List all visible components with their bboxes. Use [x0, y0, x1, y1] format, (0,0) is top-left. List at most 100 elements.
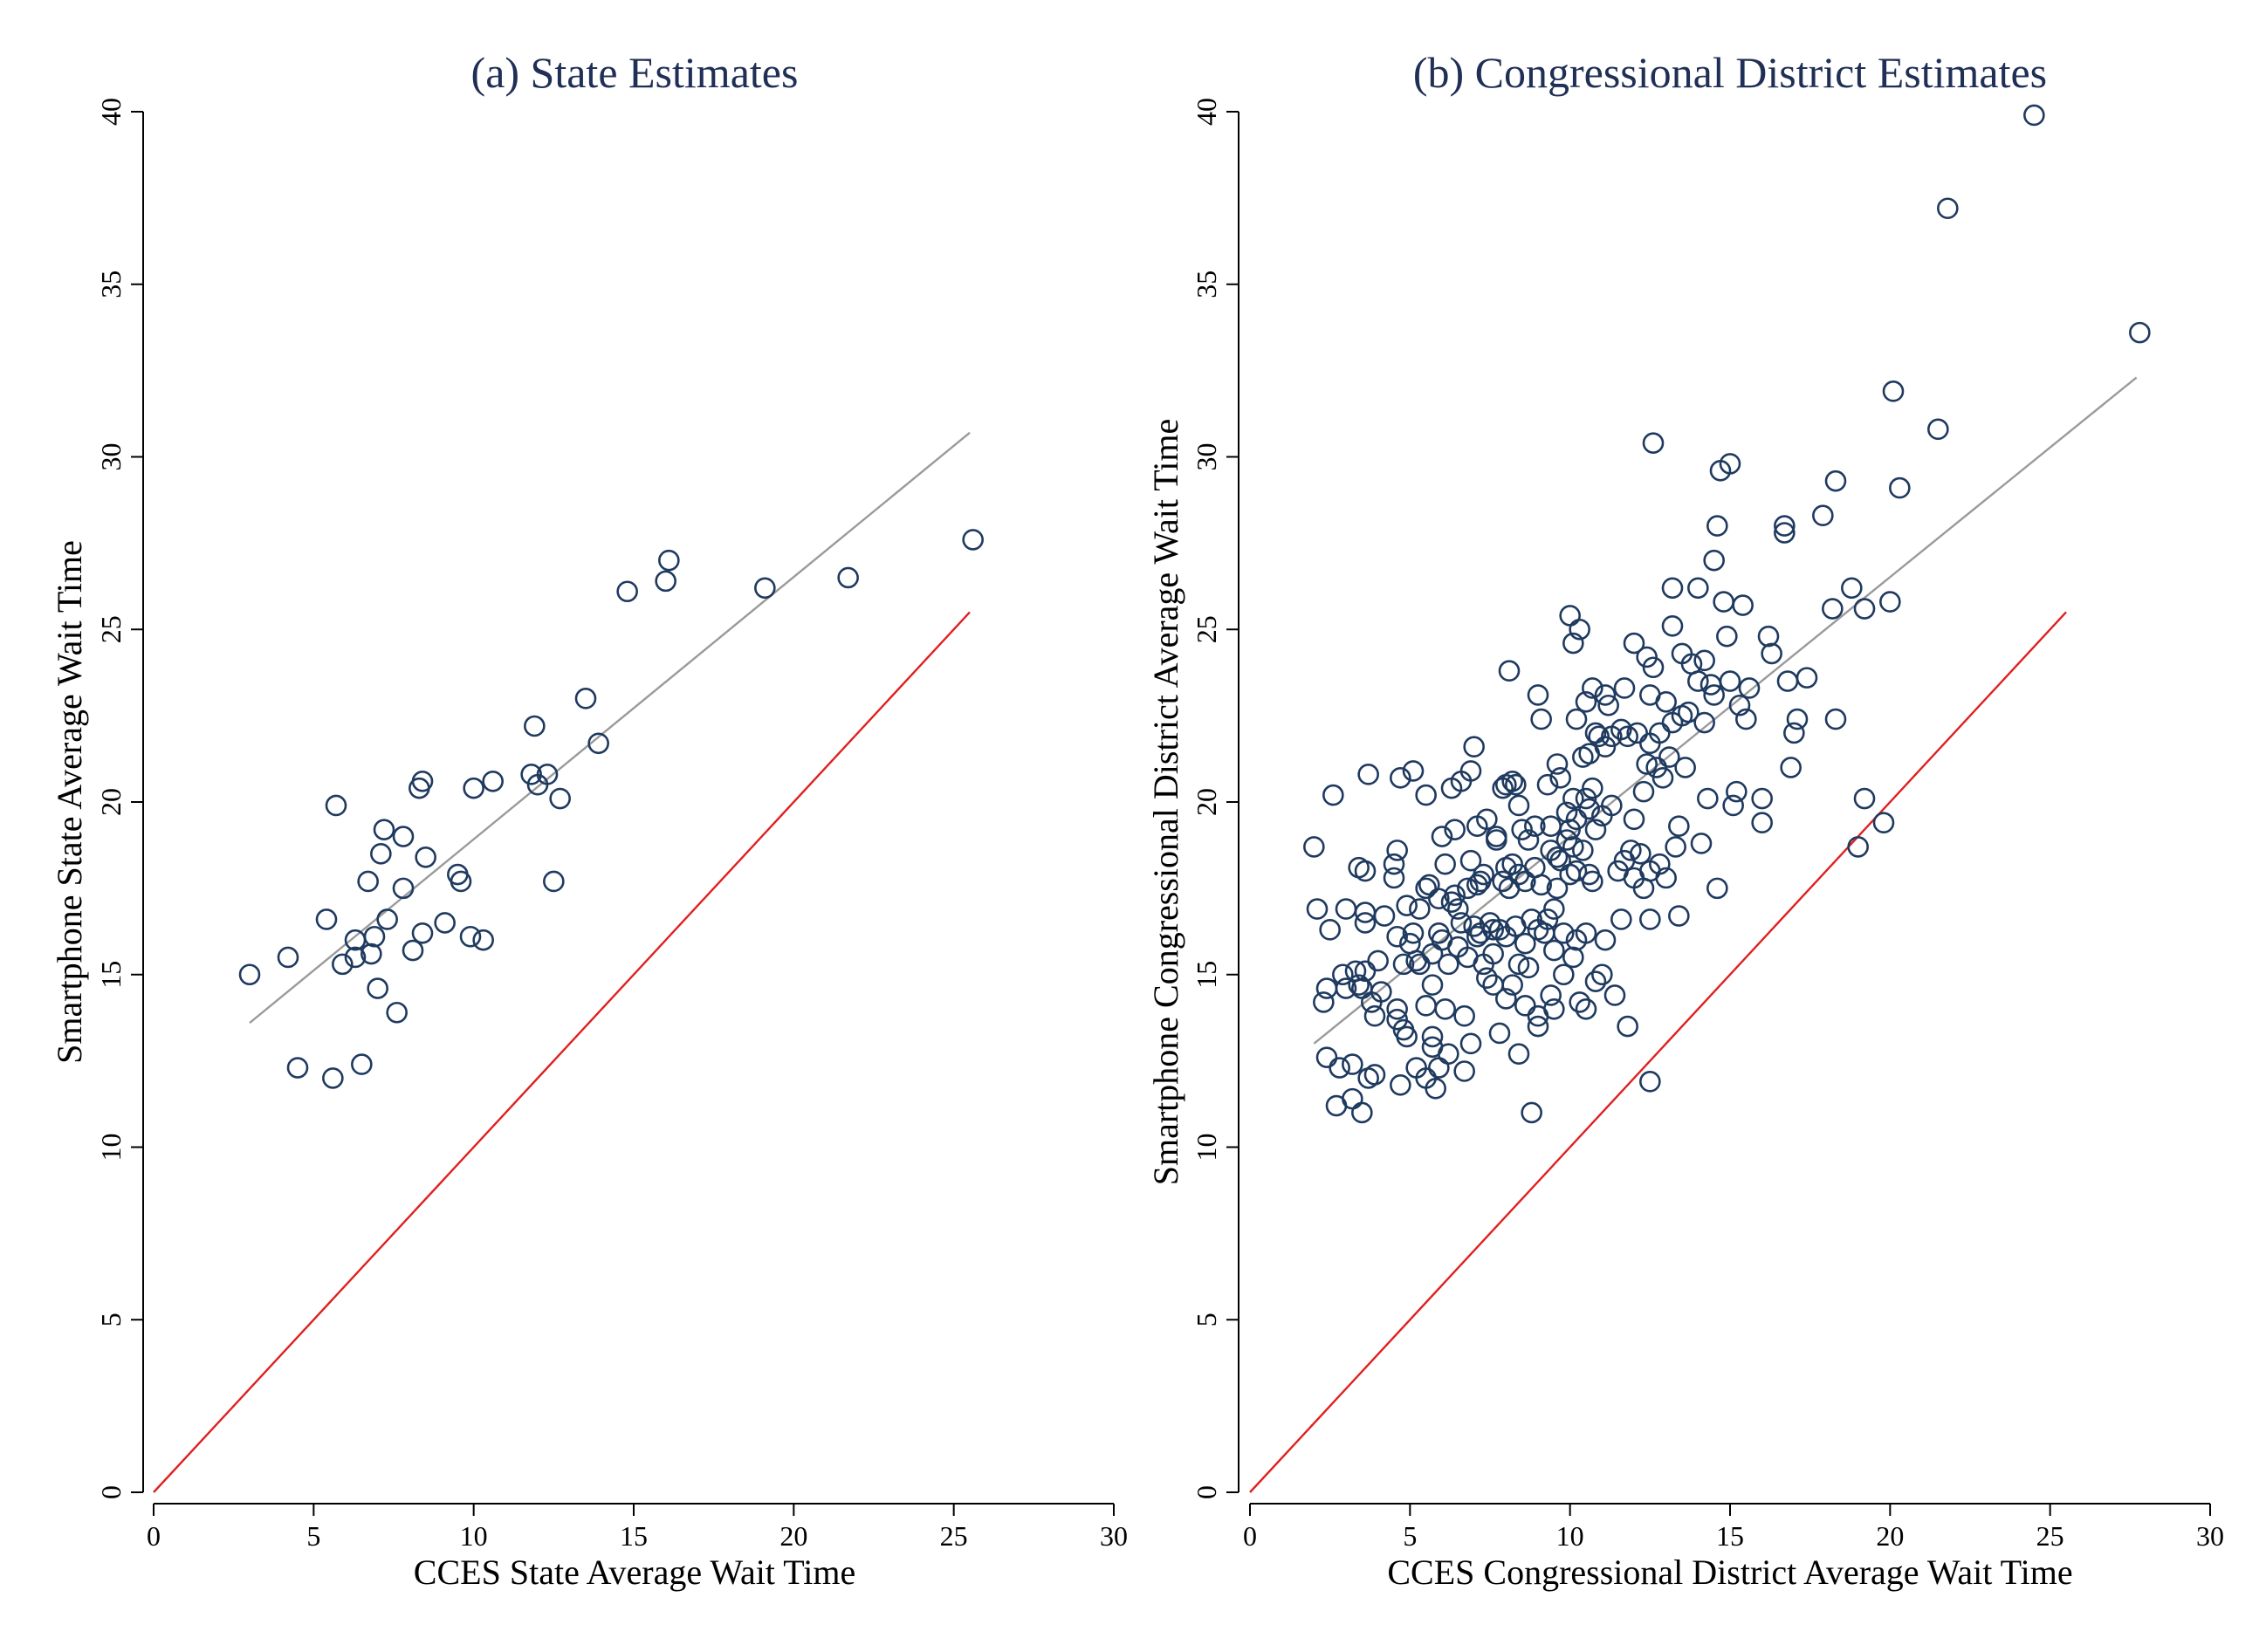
panel-b-data-point	[1335, 977, 1357, 999]
panel-a-data-point	[472, 929, 494, 951]
panel-a-y-tick-label: 10	[95, 1134, 127, 1162]
panel-b-data-point	[1517, 829, 1540, 851]
panel-b-y-tick-label: 40	[1191, 98, 1222, 126]
panel-a-reference-line	[153, 611, 971, 1493]
panel-b-data-point	[1651, 767, 1674, 789]
panel-b-data-point	[1396, 895, 1418, 916]
panel-b-data-point	[1363, 1064, 1386, 1086]
panel-a-y-tick-label: 0	[95, 1485, 127, 1499]
panel-b-data-point	[1409, 953, 1431, 976]
panel-b-data-point	[1824, 708, 1847, 730]
panel-b-data-point	[1613, 677, 1636, 699]
panel-b-data-point	[1444, 884, 1466, 907]
panel-b-data-point	[1872, 812, 1895, 834]
panel-b-data-point	[1661, 614, 1684, 637]
panel-b-data-point	[1348, 974, 1370, 996]
panel-b-data-point	[1693, 649, 1715, 672]
panel-b-data-point	[1476, 808, 1498, 831]
panel-b-data-point	[1342, 1087, 1363, 1110]
panel-b-data-point	[1617, 725, 1638, 748]
panel-b-data-point	[1354, 912, 1377, 934]
panel-b-data-point	[1575, 691, 1597, 713]
panel-a-data-point	[754, 577, 776, 600]
panel-b-data-point	[1322, 784, 1344, 806]
panel-b-y-tick-label: 25	[1191, 615, 1222, 643]
panel-b-data-point	[1594, 736, 1617, 758]
panel-a-data-point	[655, 570, 676, 593]
panel-b-data-point	[1463, 736, 1485, 758]
panel-a-data-point	[238, 963, 261, 986]
panel-b-data-point	[1390, 1074, 1411, 1096]
panel-b-data-point	[1306, 898, 1329, 920]
panel-b-data-point	[1386, 925, 1408, 948]
panel-a-y-tick-label: 5	[95, 1313, 127, 1326]
panel-b-data-point	[1719, 453, 1741, 475]
panel-b-data-point	[1313, 991, 1335, 1013]
panel-b-data-point	[2129, 321, 2151, 344]
panel-b-data-point	[1690, 833, 1713, 854]
panel-a-data-point	[351, 1053, 373, 1075]
panel-a-data-point	[587, 732, 609, 755]
panel-b-data-point	[1738, 677, 1761, 699]
panel-b-data-point	[1594, 929, 1617, 951]
panel-b-data-point	[1582, 870, 1603, 893]
panel-b-data-point	[1703, 549, 1725, 572]
panel-b-data-point	[1687, 670, 1709, 692]
panel-b-data-point	[1774, 515, 1796, 537]
panel-b-data-point	[1623, 808, 1645, 831]
panel-b-data-point	[1453, 1004, 1475, 1027]
panel-a-x-tick-label: 15	[620, 1520, 648, 1552]
panel-b-data-point	[1674, 757, 1696, 778]
panel-a-data-point	[392, 877, 415, 900]
panel-b-data-point	[1565, 808, 1588, 831]
panel-b-data-point	[1649, 853, 1671, 875]
panel-b-data-point	[1630, 843, 1651, 865]
panel-a-data-point	[411, 922, 434, 944]
panel-a-y-tick-label: 30	[95, 443, 127, 471]
panel-b-points	[1303, 104, 2151, 1124]
panel-a-data-point	[482, 770, 504, 792]
panel-a-y-tick-label: 15	[95, 961, 127, 989]
panel-state-estimates: (a) State Estimates 0 5 10 15 20 25 30 0 5 10 15 2…	[50, 48, 1128, 1592]
panel-a-data-point	[543, 870, 565, 893]
panel-b-data-point	[1505, 773, 1527, 796]
panel-b-data-point	[1713, 591, 1734, 613]
panel-b-data-point	[1363, 1004, 1386, 1027]
panel-b-y-tick-label: 30	[1191, 443, 1222, 471]
panel-b-data-point	[1370, 981, 1392, 1003]
panel-a-data-point	[277, 946, 299, 969]
panel-b-data-point	[1562, 632, 1584, 655]
panel-b-data-point	[1498, 660, 1521, 682]
panel-b-data-point	[1697, 787, 1719, 810]
panel-a-data-point	[459, 925, 482, 948]
panel-b-data-point	[1543, 998, 1565, 1020]
panel-a-y-tick-label: 25	[95, 615, 127, 643]
panel-b-data-point	[1386, 1008, 1408, 1031]
panel-a-data-point	[450, 870, 472, 893]
panel-b-data-point	[1562, 787, 1584, 810]
panel-b-data-point	[1751, 812, 1773, 834]
panel-a-y-axis-label: Smartphone State Average Wait Time	[50, 540, 89, 1064]
panel-b-data-point	[1527, 1015, 1549, 1038]
panel-a-data-point	[360, 943, 382, 965]
panel-b-y-tick-label: 35	[1191, 271, 1222, 298]
panel-b-data-point	[1716, 625, 1738, 648]
panel-b-data-point	[1521, 1101, 1542, 1124]
panel-b-data-point	[1421, 1025, 1444, 1048]
panel-b-data-point	[1575, 998, 1597, 1020]
panel-b-x-tick-label: 15	[1716, 1520, 1744, 1552]
panel-b-data-point	[1536, 773, 1559, 796]
panel-b-data-point	[1524, 815, 1546, 837]
panel-b-data-point	[1329, 1057, 1350, 1079]
panel-a-data-point	[370, 843, 392, 865]
panel-b-data-point	[1853, 787, 1876, 810]
panel-b-data-point	[1649, 722, 1671, 744]
panel-b-data-point	[1521, 908, 1542, 930]
panel-b-data-point	[1453, 1060, 1475, 1082]
panel-b-data-point	[1390, 767, 1411, 789]
panel-b-data-point	[1774, 522, 1796, 544]
panel-b-data-point	[1841, 577, 1863, 600]
panel-b-data-point	[1812, 504, 1834, 527]
panel-b-data-point	[1383, 853, 1405, 875]
panel-a-fit-line	[249, 431, 971, 1025]
